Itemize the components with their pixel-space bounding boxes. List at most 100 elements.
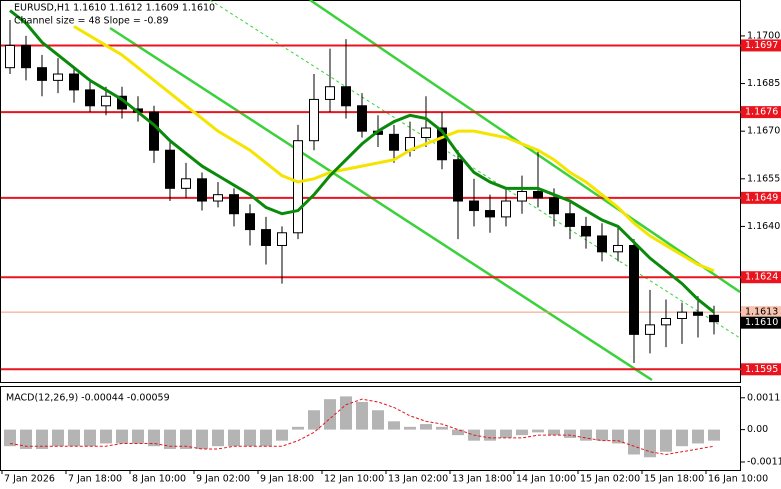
- chart-title: EURUSD,H1 1.1610 1.1612 1.1609 1.1610: [14, 3, 215, 14]
- y-tick-label: 1.1655: [747, 173, 780, 184]
- macd-bar: [228, 429, 240, 447]
- macd-bar: [36, 429, 48, 449]
- candle-body: [325, 86, 335, 100]
- main-frame: [0, 0, 741, 383]
- candle-body: [245, 213, 255, 231]
- macd-bar: [628, 429, 640, 455]
- candle-body: [581, 225, 591, 237]
- macd-bar: [52, 429, 64, 447]
- y-tick-label: 1.1700: [747, 30, 780, 41]
- macd-bar: [660, 429, 672, 452]
- macd-bar: [372, 410, 384, 430]
- x-tick-label: 13 Jan 02:00: [388, 474, 448, 485]
- x-tick-label: 16 Jan 10:00: [708, 474, 768, 485]
- macd-bar: [180, 429, 192, 449]
- candle-body: [421, 127, 431, 139]
- macd-bar: [244, 429, 256, 447]
- x-tick-label: 7 Jan 18:00: [68, 474, 122, 485]
- macd-signal: [9, 398, 715, 456]
- level-label-bg: [741, 363, 781, 376]
- macd-bar: [276, 429, 288, 441]
- candle-body: [677, 311, 687, 319]
- candle-body: [693, 311, 703, 316]
- moving-average: [73, 25, 715, 273]
- macd-bar: [644, 429, 656, 458]
- macd-bar: [196, 429, 208, 449]
- macd-bar: [132, 429, 144, 444]
- macd-bar: [164, 429, 176, 449]
- macd-bar: [340, 396, 352, 430]
- candle-body: [53, 73, 63, 81]
- level-label-bg: [741, 39, 781, 52]
- candle-body: [597, 235, 607, 253]
- channel-lower: [109, 26, 653, 382]
- macd-bar: [564, 429, 576, 438]
- x-tick-label: 9 Jan 18:00: [260, 474, 314, 485]
- candle-body: [197, 178, 207, 202]
- x-tick-label: 9 Jan 02:00: [196, 474, 250, 485]
- candle-body: [85, 89, 95, 107]
- macd-bar: [580, 429, 592, 441]
- candle-body: [181, 178, 191, 189]
- candle-body: [293, 140, 303, 234]
- macd-bar: [308, 410, 320, 430]
- candle-body: [453, 159, 463, 202]
- level-label-bg: [741, 191, 781, 204]
- y-tick-label: 1.1670: [747, 126, 780, 137]
- macd-bar: [612, 429, 624, 444]
- candle-body: [469, 200, 479, 212]
- macd-bar: [404, 426, 416, 430]
- bid-label: 1.1613: [745, 307, 778, 318]
- macd-frame: [0, 386, 741, 471]
- macd-bar: [452, 429, 464, 436]
- candle-body: [165, 149, 175, 189]
- level-label-bg: [741, 106, 781, 119]
- x-tick-label: 15 Jan 02:00: [580, 474, 640, 485]
- level-label: 1.1624: [745, 272, 778, 283]
- x-tick-label: 8 Jan 10:00: [132, 474, 186, 485]
- candle-body: [21, 44, 31, 69]
- y-tick-label: 1.1685: [747, 78, 780, 89]
- moving-average: [9, 9, 715, 314]
- y-tick-label: 1.1640: [747, 221, 780, 232]
- macd-bar: [20, 429, 32, 449]
- macd-tick-label: 0.00115: [747, 392, 781, 403]
- candle-body: [357, 105, 367, 132]
- macd-bar: [708, 429, 720, 441]
- macd-tick-label: 0.00: [747, 424, 768, 435]
- candle-body: [69, 73, 79, 91]
- candle-body: [309, 98, 319, 142]
- macd-bar: [500, 429, 512, 438]
- candle-body: [565, 213, 575, 227]
- bid-label-bg: [741, 306, 781, 319]
- candle-body: [533, 191, 543, 199]
- candle-body: [645, 324, 655, 335]
- macd-bar: [436, 426, 448, 430]
- candle-body: [437, 127, 447, 161]
- candle-body: [613, 244, 623, 253]
- candle-body: [629, 244, 639, 335]
- macd-bar: [388, 421, 400, 430]
- candle-body: [213, 194, 223, 202]
- level-label: 1.1649: [745, 192, 778, 203]
- macd-bar: [420, 424, 432, 430]
- last-label-bg: [741, 316, 781, 329]
- candle-body: [229, 194, 239, 215]
- macd-bar: [484, 429, 496, 441]
- x-tick-label: 7 Jan 2026: [4, 474, 55, 485]
- macd-bar: [692, 429, 704, 444]
- candle-body: [5, 44, 15, 69]
- x-tick-label: 13 Jan 18:00: [452, 474, 512, 485]
- x-tick-label: 14 Jan 10:00: [516, 474, 576, 485]
- channel-mid: [209, 0, 741, 339]
- macd-bar: [516, 429, 528, 436]
- x-tick-label: 15 Jan 18:00: [644, 474, 704, 485]
- level-label: 1.1697: [745, 40, 778, 51]
- macd-bar: [596, 429, 608, 441]
- candle-body: [261, 229, 271, 246]
- macd-bar: [4, 429, 16, 447]
- macd-bar: [84, 429, 96, 447]
- candle-body: [341, 86, 351, 107]
- macd-bar: [324, 399, 336, 430]
